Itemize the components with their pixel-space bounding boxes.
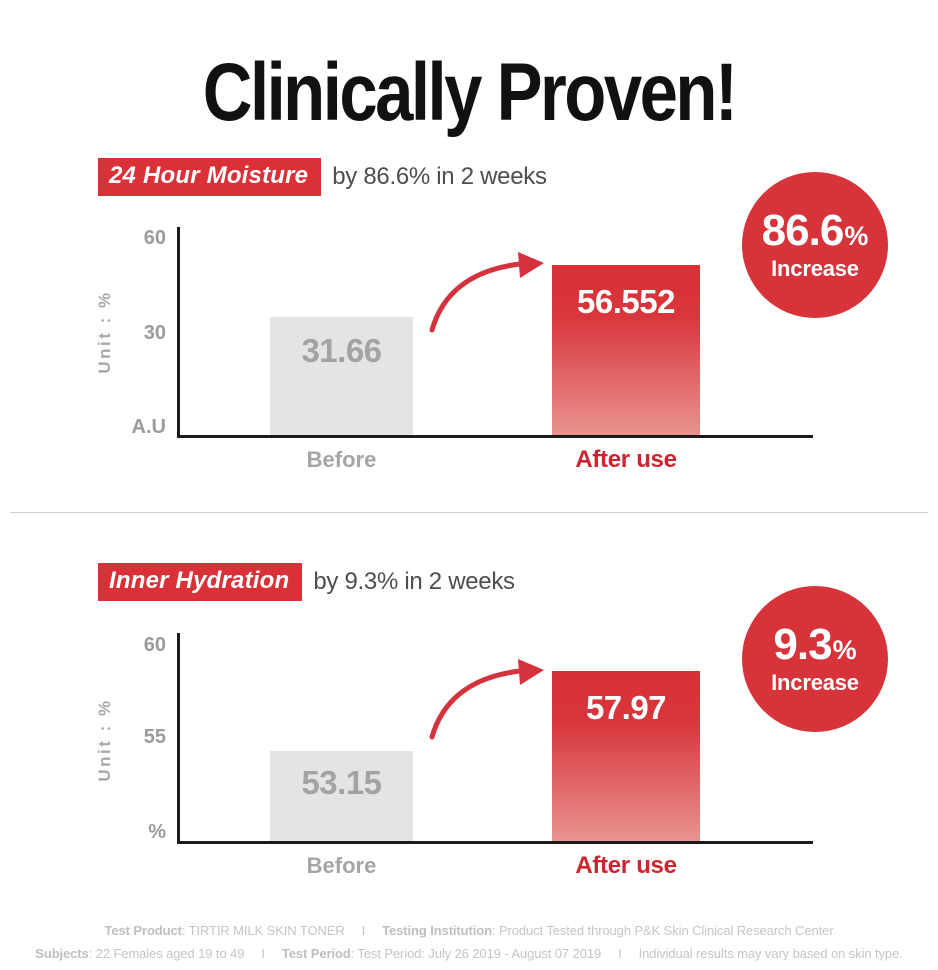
footer-label: Test Product	[104, 923, 182, 938]
percent-sign: %	[832, 634, 857, 665]
after-bar: 56.552	[552, 265, 700, 435]
y-tick-au: A.U	[131, 416, 166, 438]
chart-title-tag: 24 Hour Moisture	[98, 158, 322, 196]
increase-value: 86.6%	[761, 205, 869, 255]
increase-value: 9.3%	[773, 619, 857, 669]
before-bar: 31.66	[270, 317, 413, 435]
y-tick-55: 55	[143, 726, 166, 748]
increase-word: Increase	[771, 255, 859, 281]
y-tick-30: 30	[143, 322, 166, 344]
before-bar-value: 31.66	[301, 332, 382, 369]
after-use-label: After use	[575, 446, 677, 473]
chart-title-tag: Inner Hydration	[98, 563, 303, 601]
after-bar: 57.97	[552, 671, 700, 841]
before-label: Before	[306, 853, 377, 878]
before-label: Before	[306, 447, 377, 472]
page-title: Clinically Proven!	[0, 47, 938, 139]
after-use-label: After use	[575, 852, 677, 879]
footer-label: Testing Institution	[382, 923, 492, 938]
footer-note: Individual results may vary based on ski…	[638, 946, 903, 961]
footer-separator: I	[261, 946, 265, 961]
before-bar-value: 53.15	[301, 764, 382, 801]
x-axis-line	[177, 435, 813, 438]
x-axis-line	[177, 841, 813, 844]
footer-label: Subjects	[35, 946, 89, 961]
increase-arrow-icon	[429, 252, 544, 333]
y-axis-line	[177, 227, 180, 437]
page-title-text: Clinically Proven!	[202, 46, 738, 138]
after-bar-value: 57.97	[585, 689, 667, 726]
footer-separator: I	[361, 923, 366, 938]
footer-line-2: Subjects: 22 Females aged 19 to 49 I Test …	[0, 946, 938, 961]
chart-subtitle: by 86.6% in 2 weeks	[332, 163, 547, 190]
footer-separator: I	[618, 946, 622, 961]
y-tick-60: 60	[143, 634, 166, 656]
increase-badge: 9.3% Increase	[742, 586, 888, 732]
footer-line-1: Test Product: TIRTIR MILK SKIN TONER I Tes…	[0, 923, 938, 938]
increase-word: Increase	[771, 669, 859, 695]
y-tick-pct: %	[148, 821, 166, 843]
footer-value: : Test Period: July 26 2019 - August 07 …	[350, 946, 602, 961]
footer-value: : TIRTIR MILK SKIN TONER	[181, 923, 345, 938]
before-bar: 53.15	[270, 751, 413, 841]
y-axis-line	[177, 633, 180, 843]
y-tick-60: 60	[143, 227, 166, 249]
chart-header: 24 Hour Moisture by 86.6% in 2 weeks	[98, 158, 547, 196]
section-divider	[10, 512, 928, 513]
chart-header: Inner Hydration by 9.3% in 2 weeks	[98, 563, 515, 601]
increase-badge: 86.6% Increase	[742, 172, 888, 318]
footer-value: : 22 Females aged 19 to 49	[88, 946, 245, 961]
footer-value: : Product Tested through P&K Skin Clinic…	[491, 923, 834, 938]
percent-sign: %	[844, 220, 869, 251]
after-bar-value: 56.552	[577, 283, 675, 320]
increase-arrow-icon	[429, 659, 544, 740]
footer-label: Test Period	[281, 946, 351, 961]
chart-subtitle: by 9.3% in 2 weeks	[313, 568, 515, 595]
